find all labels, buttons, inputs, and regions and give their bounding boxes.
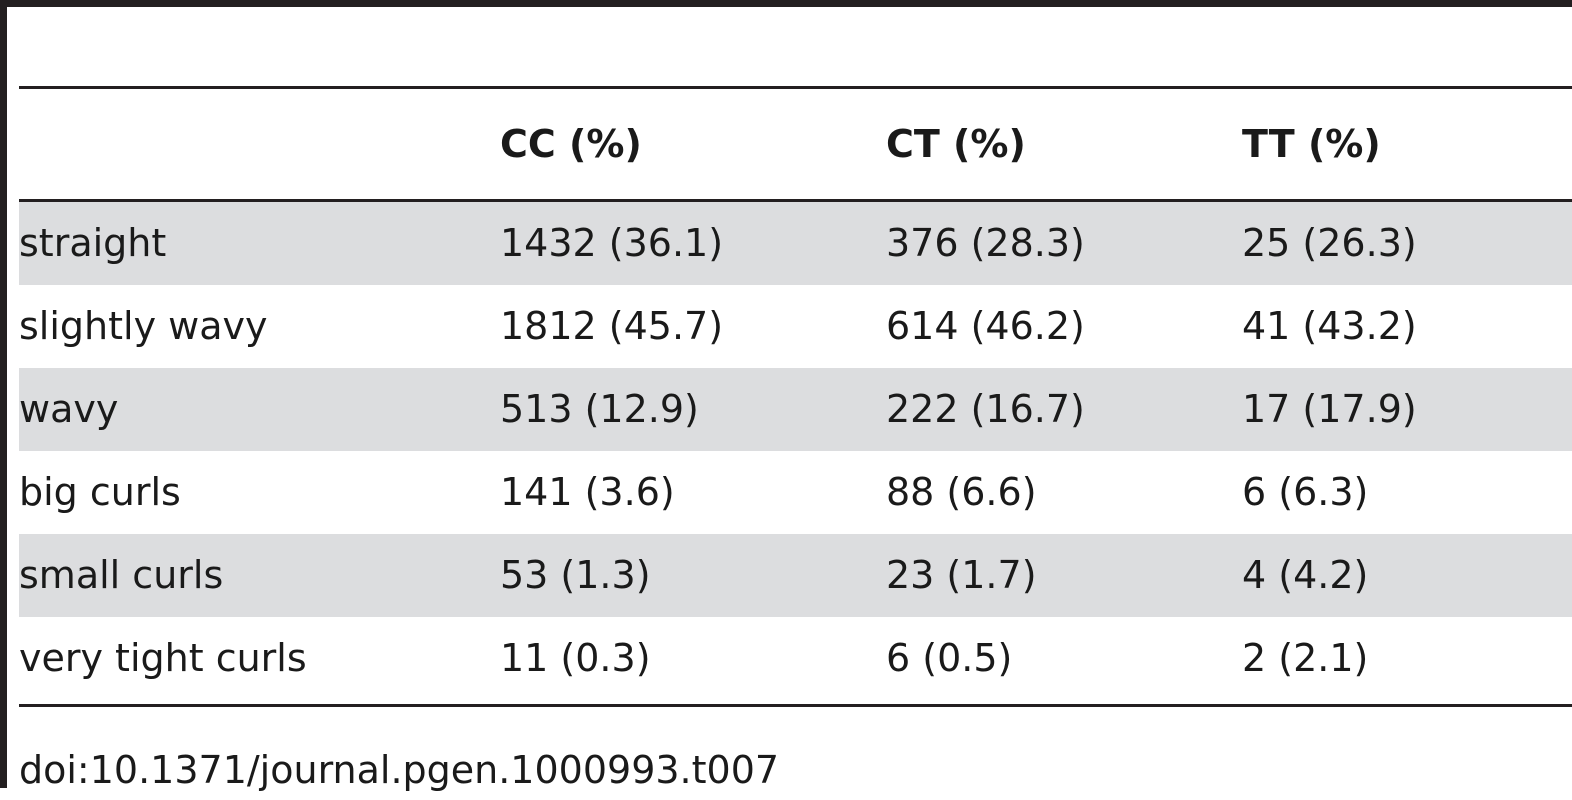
cc-value: 1812 (45.7) [500,304,724,348]
row-label: small curls [19,553,224,597]
cc-value: 1432 (36.1) [500,221,724,265]
row-label: slightly wavy [19,304,268,348]
table-row: small curls 53 (1.3) 23 (1.7) 4 (4.2) [19,534,1572,617]
table-row: very tight curls 11 (0.3) 6 (0.5) 2 (2.1… [19,617,1572,700]
table-top-rule [19,86,1572,89]
table-header-row: CC (%) CT (%) TT (%) [19,89,1572,199]
cc-value: 53 (1.3) [500,553,651,597]
ct-value: 376 (28.3) [886,221,1085,265]
ct-value: 614 (46.2) [886,304,1085,348]
ct-value: 222 (16.7) [886,387,1085,431]
tt-value: 4 (4.2) [1242,553,1369,597]
table-header-rule [19,199,1572,202]
table-row: big curls 141 (3.6) 88 (6.6) 6 (6.3) [19,451,1572,534]
table-body: straight 1432 (36.1) 376 (28.3) 25 (26.3… [19,202,1572,700]
table-row: straight 1432 (36.1) 376 (28.3) 25 (26.3… [19,202,1572,285]
ct-value: 23 (1.7) [886,553,1037,597]
cc-value: 513 (12.9) [500,387,699,431]
table-bottom-rule [19,704,1572,707]
cc-value: 141 (3.6) [500,470,675,514]
table-row: slightly wavy 1812 (45.7) 614 (46.2) 41 … [19,285,1572,368]
tt-value: 41 (43.2) [1242,304,1417,348]
ct-value: 88 (6.6) [886,470,1037,514]
table-row: wavy 513 (12.9) 222 (16.7) 17 (17.9) [19,368,1572,451]
tt-value: 2 (2.1) [1242,636,1369,680]
tt-value: 17 (17.9) [1242,387,1417,431]
cc-value: 11 (0.3) [500,636,651,680]
top-border [0,0,1572,7]
header-tt: TT (%) [1242,122,1381,166]
header-ct: CT (%) [886,122,1026,166]
row-label: very tight curls [19,636,307,680]
ct-value: 6 (0.5) [886,636,1013,680]
left-border [0,0,7,788]
doi-citation: doi:10.1371/journal.pgen.1000993.t007 [19,748,780,792]
tt-value: 6 (6.3) [1242,470,1369,514]
header-cc: CC (%) [500,122,642,166]
row-label: big curls [19,470,181,514]
tt-value: 25 (26.3) [1242,221,1417,265]
row-label: wavy [19,387,119,431]
row-label: straight [19,221,167,265]
